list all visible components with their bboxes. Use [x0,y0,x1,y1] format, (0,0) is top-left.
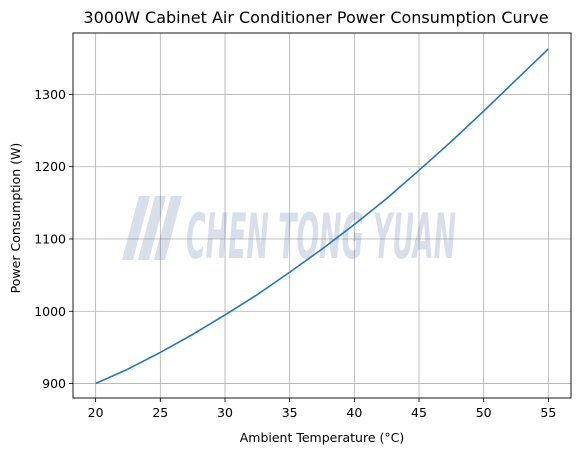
x-tick-label: 20 [88,405,104,420]
y-tick-label: 1000 [34,304,66,319]
x-tick-label: 40 [346,405,362,420]
x-tick-label: 25 [152,405,168,420]
grid-layer [73,33,571,398]
x-tick-label: 45 [411,405,427,420]
y-tick-label: 1100 [34,231,66,246]
watermark-logo-stripe [122,196,150,260]
y-tick-label: 1300 [34,87,66,102]
series-line [95,48,549,385]
x-tick-label: 30 [217,405,233,420]
y-tick-label: 1200 [34,159,66,174]
y-tick-label: 900 [42,376,66,391]
x-tick-label: 35 [282,405,298,420]
plot-frame [72,32,572,399]
watermark: CHEN TONG YUAN [122,196,456,273]
x-axis-label: Ambient Temperature (°C) [240,430,405,445]
x-tick-label: 55 [540,405,556,420]
ticks-layer: 20 25 30 35 40 45 50 55 900 1000 1100 1200 1300 [34,87,556,420]
chart-title: 3000W Cabinet Air Conditioner Power Cons… [83,8,548,27]
x-tick-label: 50 [476,405,492,420]
watermark-logo-stripe [138,196,166,260]
watermark-text: CHEN TONG YUAN [186,200,456,273]
watermark-logo-stripe [154,196,182,260]
y-axis-label: Power Consumption (W) [8,143,23,294]
